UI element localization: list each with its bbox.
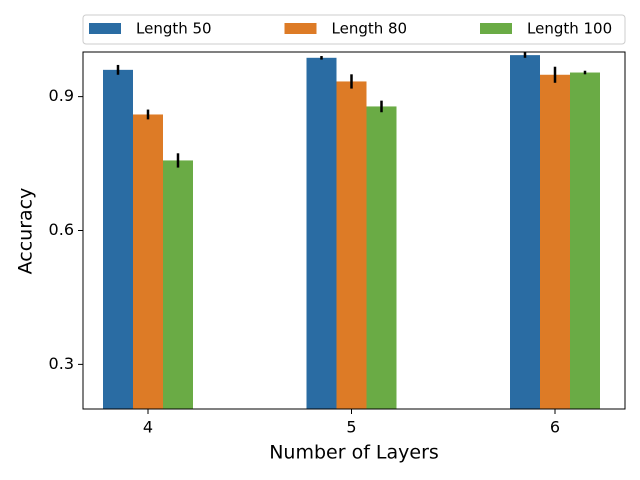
bar [510, 55, 540, 409]
legend-label: Length 80 [332, 20, 408, 38]
y-tick-label: 0.6 [49, 220, 74, 239]
legend-label: Length 50 [136, 20, 212, 38]
plot-frame [82, 51, 626, 410]
y-axis-label: Accuracy [15, 188, 37, 275]
x-tick-label: 4 [143, 418, 153, 437]
legend-swatch [480, 23, 512, 34]
legend-box [82, 14, 626, 45]
bar [163, 160, 193, 409]
bar [570, 72, 600, 409]
bar [306, 57, 337, 410]
x-axis-label: Number of Layers [269, 442, 439, 464]
bar [540, 74, 570, 409]
bar [336, 81, 367, 409]
x-tick-label: 6 [550, 418, 560, 437]
bar [366, 106, 397, 409]
y-tick-label: 0.9 [49, 86, 74, 105]
legend-label: Length 100 [527, 20, 612, 38]
y-tick-label: 0.3 [49, 354, 74, 373]
legend-swatch [284, 23, 317, 34]
bar [103, 69, 133, 409]
x-tick-label: 5 [346, 418, 356, 437]
legend-swatch [89, 23, 121, 34]
bar [133, 114, 163, 409]
